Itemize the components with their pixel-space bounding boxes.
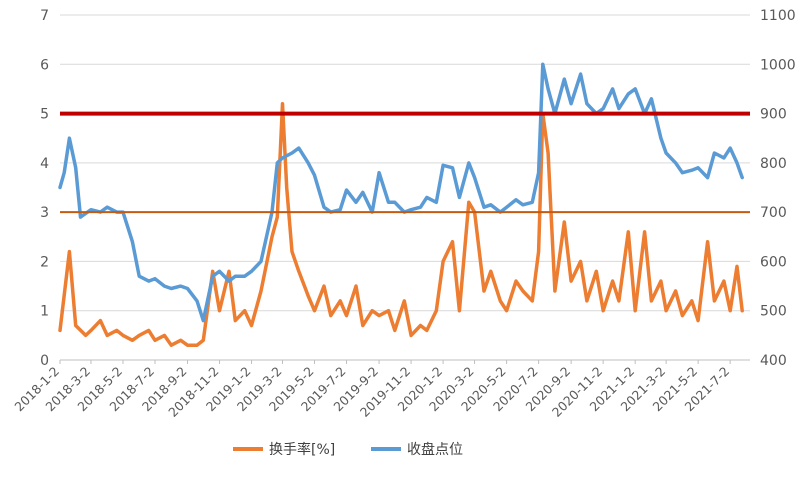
y-left-tick-label: 6	[40, 57, 49, 73]
y-right-tick-label: 800	[760, 156, 787, 172]
y-left-tick-label: 4	[40, 156, 49, 172]
y-right-tick-label: 900	[760, 107, 787, 123]
y-axis-left: 0 1 2 3 4 5 6 7	[40, 8, 49, 369]
y-axis-right: 400 500 600 700 800 900 1000 1100	[760, 8, 796, 369]
y-left-tick-label: 1	[40, 304, 49, 320]
y-right-tick-label: 1100	[760, 8, 796, 24]
y-right-tick-label: 700	[760, 205, 787, 221]
series-layer	[58, 62, 744, 347]
y-right-tick-label: 500	[760, 304, 787, 320]
y-right-tick-label: 400	[760, 353, 787, 369]
legend: 换手率[%] 收盘点位	[233, 441, 463, 458]
x-axis: 2018-1-22018-3-22018-5-22018-7-22018-9-2…	[11, 360, 732, 420]
y-left-tick-label: 7	[40, 8, 49, 24]
reference-lines	[60, 111, 750, 214]
series-line-turnover	[58, 101, 744, 347]
y-left-tick-label: 5	[40, 107, 49, 123]
y-right-tick-label: 1000	[760, 57, 796, 73]
y-left-tick-label: 2	[40, 254, 49, 270]
y-left-tick-label: 3	[40, 205, 49, 221]
y-right-tick-label: 600	[760, 254, 787, 270]
y-left-tick-label: 0	[40, 353, 49, 369]
legend-label-turnover: 换手率[%]	[269, 441, 335, 458]
legend-label-close: 收盘点位	[407, 441, 463, 458]
